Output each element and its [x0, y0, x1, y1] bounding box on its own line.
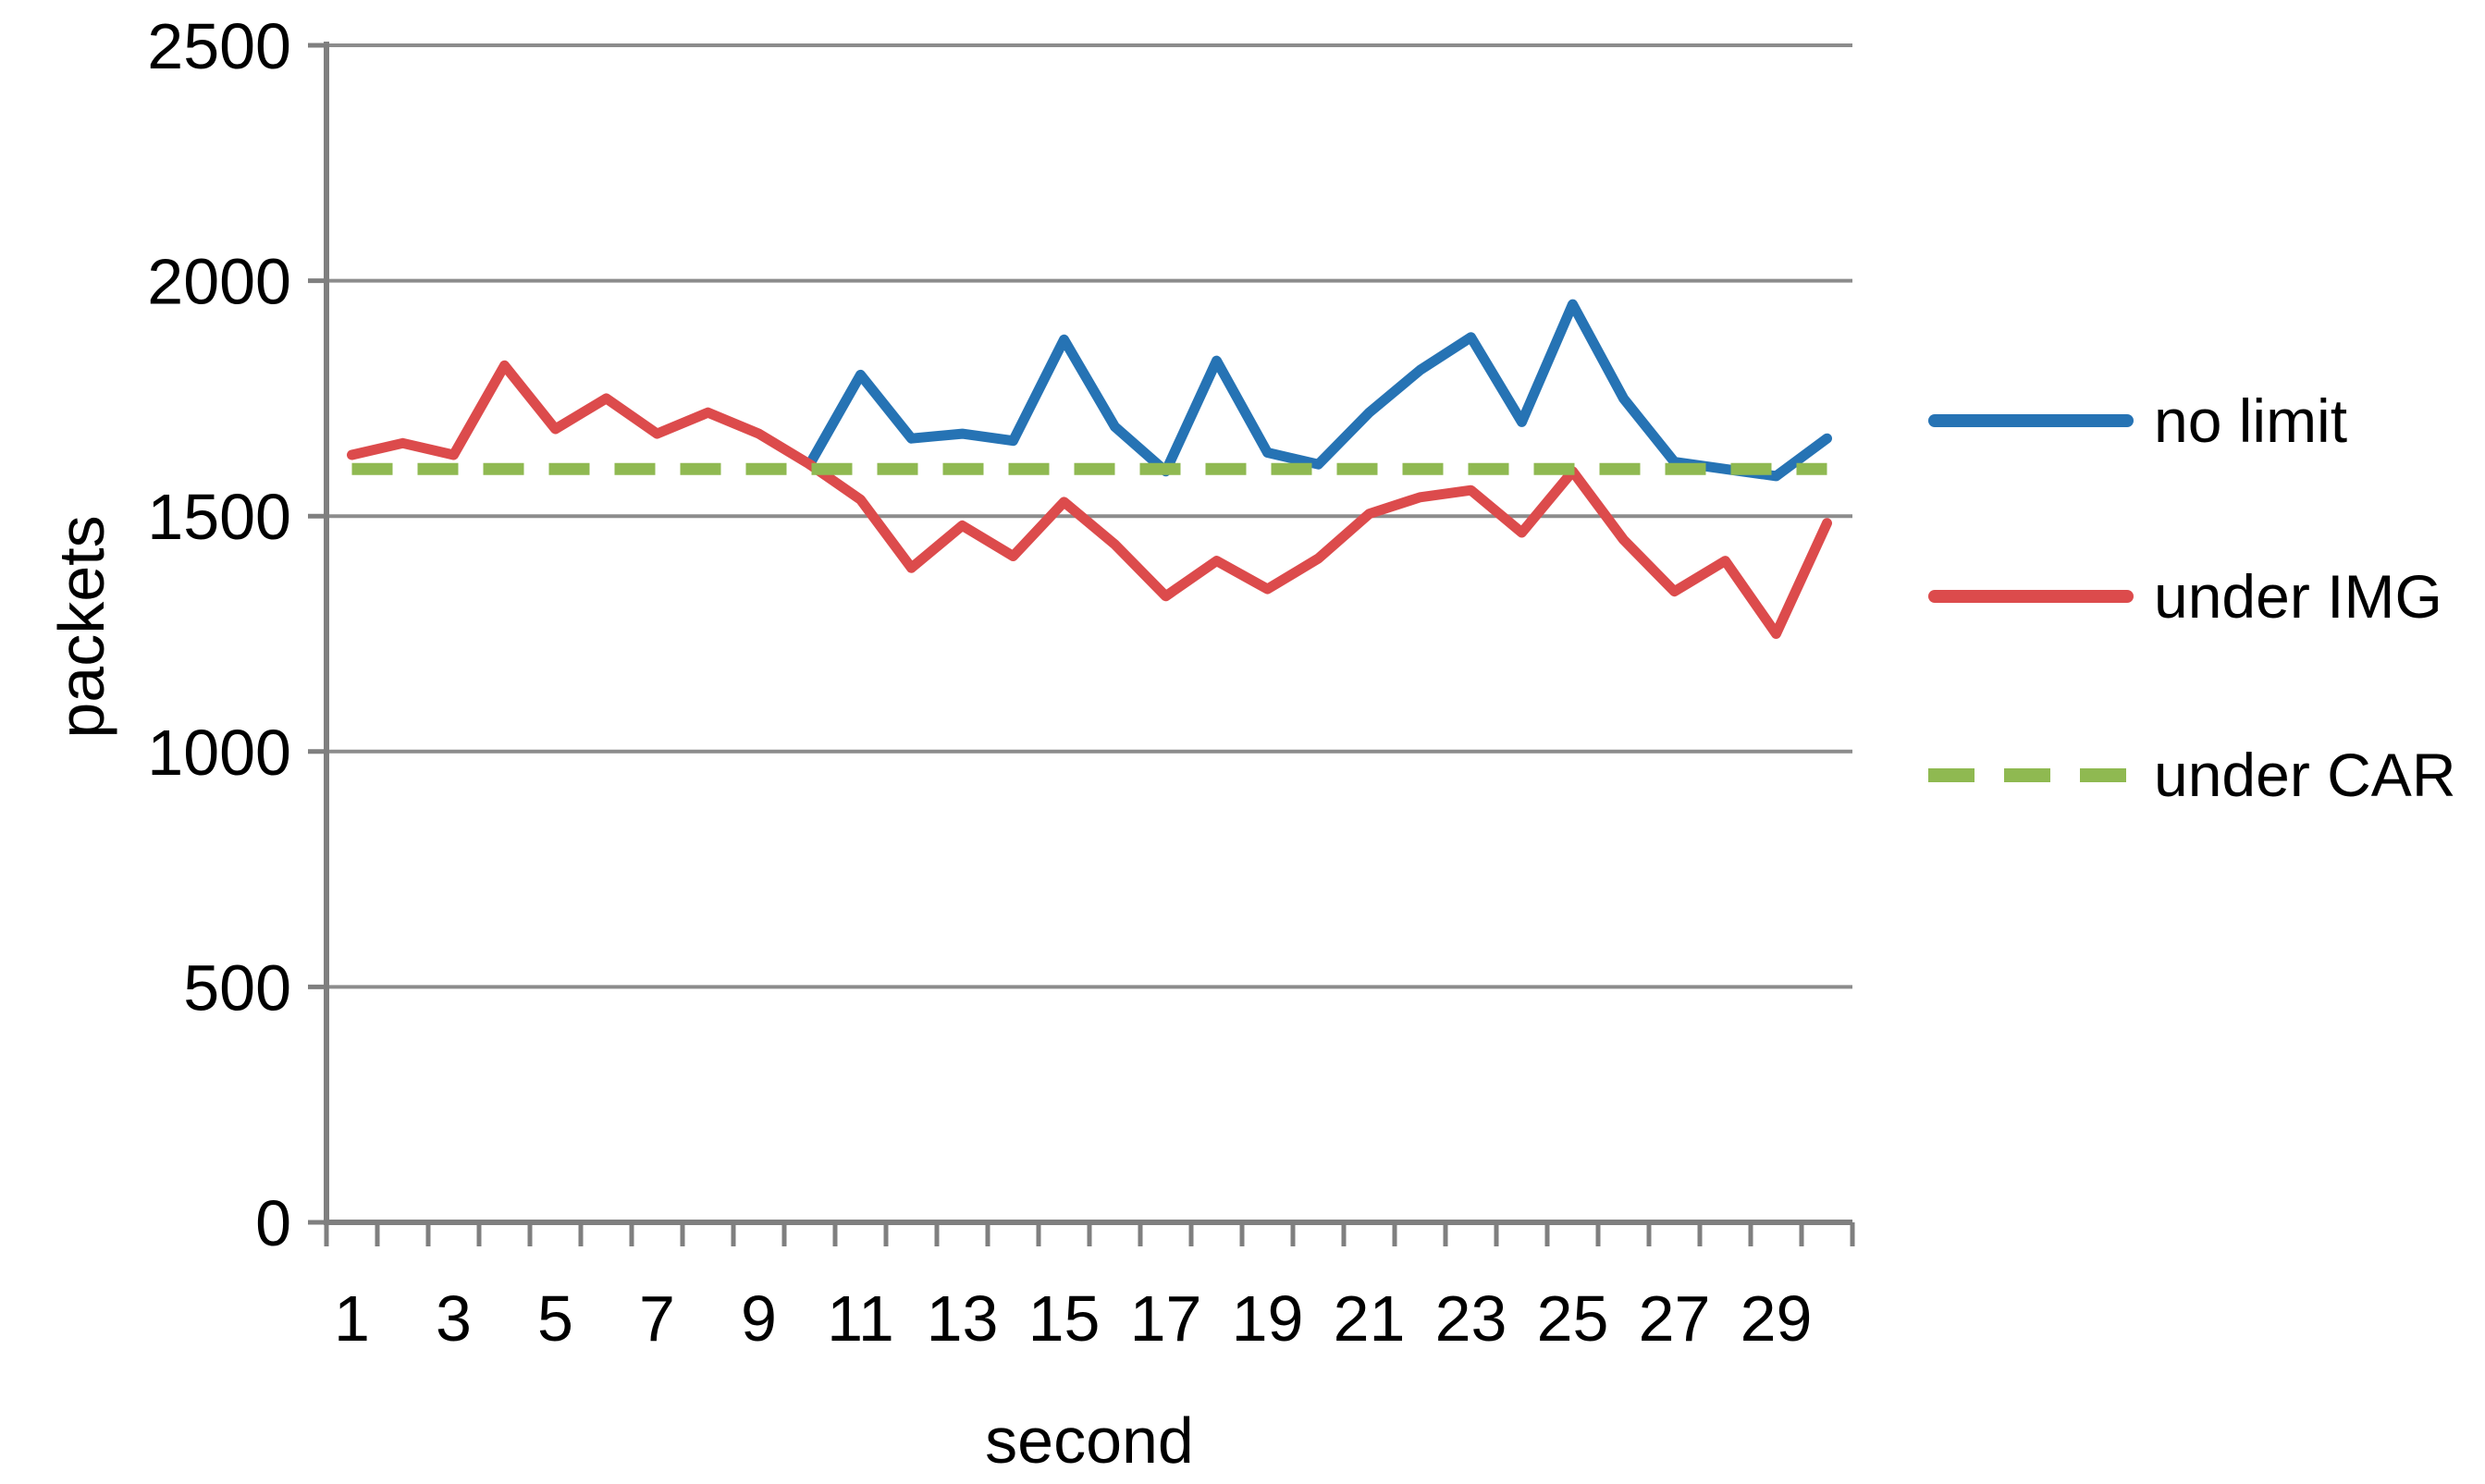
x-tick-label-21: 21: [1334, 1282, 1406, 1355]
y-tick-label-500: 500: [183, 951, 291, 1024]
legend-label-under-car: under CAR: [2154, 741, 2456, 809]
x-tick-label-23: 23: [1435, 1282, 1507, 1355]
under-car-dashed-swatch: [1928, 767, 2134, 782]
y-tick-label-1500: 1500: [147, 481, 291, 553]
x-tick-label-19: 19: [1232, 1282, 1304, 1355]
y-tick-label-2000: 2000: [147, 246, 291, 318]
x-tick-label-13: 13: [927, 1282, 999, 1355]
series-line-no-limit: [805, 299, 1832, 482]
legend: no limit under IMG under CAR: [1928, 0, 2483, 1484]
x-axis-title: second: [985, 1404, 1194, 1477]
legend-label-under-img: under IMG: [2154, 562, 2442, 631]
legend-item-under-car: under CAR: [1928, 741, 2456, 809]
series-line-under-img: [347, 360, 1832, 639]
under-img-line-swatch: [1928, 590, 2134, 603]
x-tick-label-15: 15: [1028, 1282, 1101, 1355]
no-limit-line-swatch: [1928, 414, 2134, 427]
x-tick-label-3: 3: [436, 1282, 472, 1355]
legend-item-under-img: under IMG: [1928, 562, 2442, 631]
legend-label-no-limit: no limit: [2154, 386, 2348, 455]
x-tick-label-25: 25: [1537, 1282, 1609, 1355]
x-tick-label-17: 17: [1130, 1282, 1202, 1355]
x-tick-label-5: 5: [537, 1282, 573, 1355]
x-tick-label-7: 7: [639, 1282, 675, 1355]
y-tick-label-2500: 2500: [147, 10, 291, 82]
y-axis-title: packets: [45, 515, 117, 739]
x-tick-label-1: 1: [334, 1282, 370, 1355]
x-tick-label-9: 9: [741, 1282, 777, 1355]
x-tick-label-11: 11: [827, 1282, 894, 1355]
y-tick-label-1000: 1000: [147, 717, 291, 789]
x-tick-label-29: 29: [1741, 1282, 1813, 1355]
x-tick-label-27: 27: [1639, 1282, 1711, 1355]
legend-item-no-limit: no limit: [1928, 386, 2348, 455]
y-tick-label-0: 0: [255, 1187, 291, 1259]
